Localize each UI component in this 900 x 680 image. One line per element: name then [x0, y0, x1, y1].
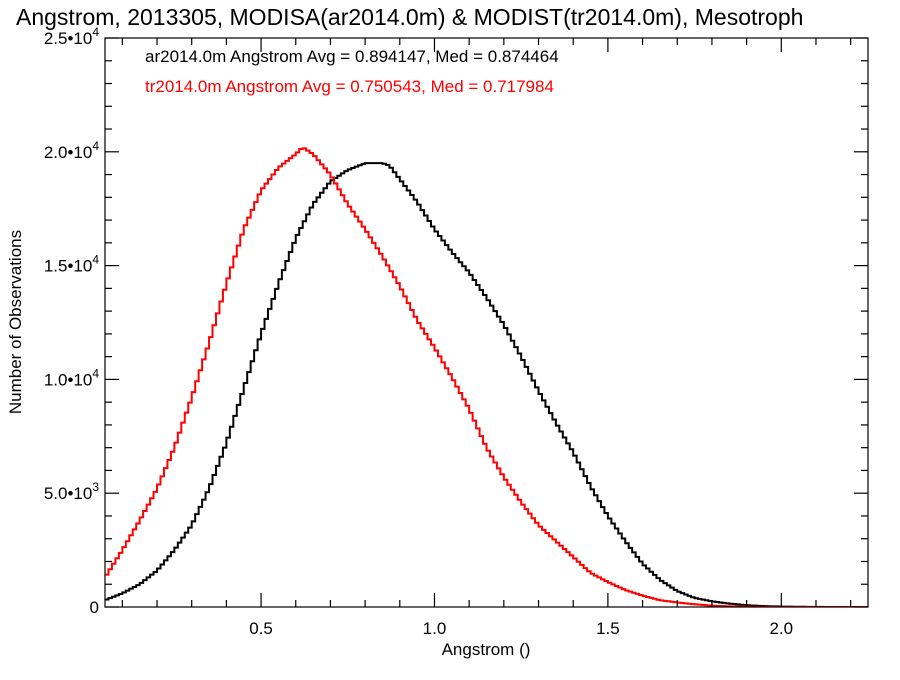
x-tick-label: 1.0: [423, 619, 447, 638]
x-tick-label: 0.5: [249, 619, 273, 638]
x-axis-label: Angstrom (): [442, 640, 531, 659]
y-axis-label: Number of Observations: [6, 230, 25, 414]
chart-title: Angstrom, 2013305, MODISA(ar2014.0m) & M…: [16, 4, 803, 30]
y-tick-label: 1.5•104: [44, 253, 100, 276]
x-tick-label: 1.5: [596, 619, 620, 638]
y-tick-label: 1.0•104: [44, 366, 100, 389]
y-tick-label: 2.0•104: [44, 139, 100, 162]
y-tick-label: 5.0•103: [44, 480, 100, 503]
y-tick-label: 2.5•104: [44, 25, 100, 48]
annotation-red-stats: tr2014.0m Angstrom Avg = 0.750543, Med =…: [145, 77, 554, 96]
x-tick-label: 2.0: [769, 619, 793, 638]
annotation-black-stats: ar2014.0m Angstrom Avg = 0.894147, Med =…: [145, 47, 559, 66]
series-line-black: [105, 162, 868, 607]
series-line-red: [105, 147, 868, 607]
plot-frame: [104, 37, 869, 608]
y-tick-label: 0: [90, 598, 99, 617]
